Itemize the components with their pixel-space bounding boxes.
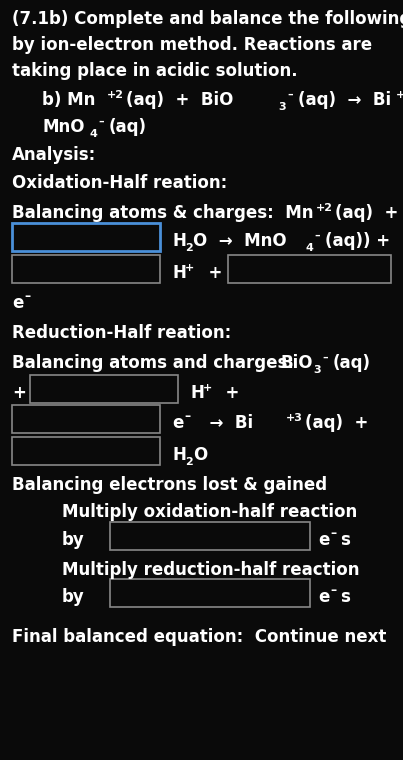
Text: taking place in acidic solution.: taking place in acidic solution. xyxy=(12,62,298,80)
Text: by ion-electron method. Reactions are: by ion-electron method. Reactions are xyxy=(12,36,372,54)
Text: –: – xyxy=(330,527,336,540)
Bar xyxy=(110,522,310,550)
Text: (aq)) +: (aq)) + xyxy=(325,232,390,250)
Text: s: s xyxy=(340,588,350,606)
Text: Final balanced equation:  Continue next: Final balanced equation: Continue next xyxy=(12,628,386,646)
Text: +2: +2 xyxy=(107,90,124,100)
Text: (aq): (aq) xyxy=(333,354,371,372)
Text: (aq): (aq) xyxy=(109,118,147,136)
Text: Balancing atoms and charges:: Balancing atoms and charges: xyxy=(12,354,294,372)
Text: b) Mn: b) Mn xyxy=(42,91,96,109)
Bar xyxy=(12,255,160,283)
Bar xyxy=(228,255,391,283)
Bar xyxy=(110,579,310,607)
Text: (aq)  →  Bi: (aq) → Bi xyxy=(298,91,391,109)
Text: –: – xyxy=(322,353,328,363)
Text: –: – xyxy=(98,117,104,127)
Text: H: H xyxy=(172,232,186,250)
Text: +: + xyxy=(203,383,212,393)
Text: 4: 4 xyxy=(89,129,97,139)
Text: H: H xyxy=(172,264,186,282)
Text: –: – xyxy=(184,410,190,423)
Text: (7.1b) Complete and balance the following: (7.1b) Complete and balance the followin… xyxy=(12,10,403,28)
Text: +: + xyxy=(197,264,222,282)
Text: +: + xyxy=(185,263,194,273)
Text: +3: +3 xyxy=(396,90,403,100)
Text: s: s xyxy=(340,531,350,549)
Text: O: O xyxy=(193,446,207,464)
Text: e: e xyxy=(12,294,23,312)
Text: –: – xyxy=(287,90,293,100)
Text: 2: 2 xyxy=(185,243,193,253)
Text: +: + xyxy=(214,384,239,402)
Text: H: H xyxy=(190,384,204,402)
Text: (aq)  +: (aq) + xyxy=(305,414,368,432)
Text: H: H xyxy=(172,446,186,464)
Text: e: e xyxy=(318,531,329,549)
Bar xyxy=(12,223,160,251)
Text: +: + xyxy=(12,384,26,402)
Text: (aq)  +  BiO: (aq) + BiO xyxy=(126,91,233,109)
Text: Analysis:: Analysis: xyxy=(12,146,96,164)
Text: O  →  MnO: O → MnO xyxy=(193,232,287,250)
Text: e: e xyxy=(172,414,183,432)
Text: by: by xyxy=(62,588,85,606)
Text: –: – xyxy=(314,231,320,241)
Text: –: – xyxy=(24,290,30,303)
Text: 2: 2 xyxy=(185,457,193,467)
Text: MnO: MnO xyxy=(42,118,85,136)
Text: 3: 3 xyxy=(278,102,286,112)
Bar xyxy=(12,405,160,433)
Text: →  Bi: → Bi xyxy=(198,414,253,432)
Text: e: e xyxy=(318,588,329,606)
Text: –: – xyxy=(330,584,336,597)
Text: Multiply oxidation-half reaction: Multiply oxidation-half reaction xyxy=(62,503,357,521)
Text: Balancing electrons lost & gained: Balancing electrons lost & gained xyxy=(12,476,327,494)
Text: (aq)  +: (aq) + xyxy=(335,204,399,222)
Text: by: by xyxy=(62,531,85,549)
Text: Multiply reduction-half reaction: Multiply reduction-half reaction xyxy=(62,561,359,579)
Text: 4: 4 xyxy=(305,243,313,253)
Text: Oxidation-Half reation:: Oxidation-Half reation: xyxy=(12,174,227,192)
Bar xyxy=(30,375,178,403)
Text: Balancing atoms & charges:  Mn: Balancing atoms & charges: Mn xyxy=(12,204,314,222)
Text: Reduction-Half reation:: Reduction-Half reation: xyxy=(12,324,231,342)
Text: +3: +3 xyxy=(286,413,303,423)
Bar xyxy=(12,437,160,465)
Text: +2: +2 xyxy=(316,203,333,213)
Text: BiO: BiO xyxy=(280,354,312,372)
Text: 3: 3 xyxy=(313,365,321,375)
